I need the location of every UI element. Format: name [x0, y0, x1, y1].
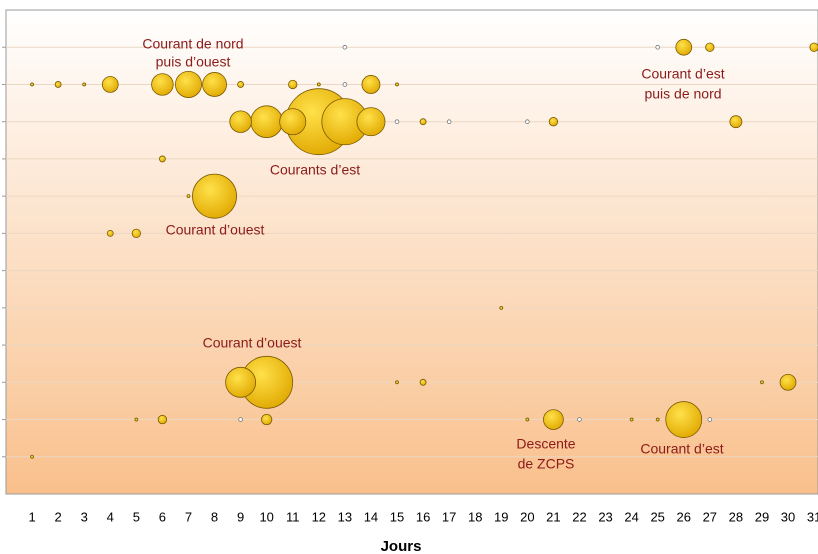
bubble [419, 378, 427, 386]
bubble [705, 42, 715, 52]
bubble [779, 373, 797, 391]
x-tick-label: 17 [442, 509, 456, 524]
bubble [316, 82, 321, 87]
bubble [356, 107, 386, 137]
x-tick-label: 22 [572, 509, 586, 524]
bubble [665, 401, 703, 438]
bubble [577, 417, 582, 422]
x-tick-label: 30 [781, 509, 795, 524]
bubble [729, 115, 743, 129]
annotation: de ZCPS [518, 456, 575, 472]
x-tick-label: 27 [703, 509, 717, 524]
x-tick-label: 6 [159, 509, 166, 524]
x-tick-label: 1 [28, 509, 35, 524]
bubble [675, 38, 693, 56]
bubble [192, 173, 237, 219]
x-tick-label: 7 [185, 509, 192, 524]
x-tick-label: 8 [211, 509, 218, 524]
bubble [543, 409, 564, 430]
bubble [655, 417, 660, 422]
x-tick-label: 12 [312, 509, 326, 524]
annotation: Courants d’est [270, 162, 360, 178]
x-tick-label: 5 [133, 509, 140, 524]
x-tick-label: 29 [755, 509, 769, 524]
bubble [54, 81, 62, 88]
x-tick-label: 28 [729, 509, 743, 524]
x-tick-label: 14 [364, 509, 378, 524]
bubble [101, 76, 119, 93]
bubble [30, 454, 34, 459]
x-tick-label: 24 [624, 509, 638, 524]
bubble [525, 417, 530, 422]
annotation: Courant d’ouest [203, 335, 302, 351]
bubble [499, 305, 504, 310]
x-tick-label: 11 [286, 509, 300, 524]
bubble [261, 413, 273, 426]
x-tick-label: 2 [55, 509, 62, 524]
bubble [342, 82, 348, 87]
bubble [237, 81, 245, 88]
bubble [288, 79, 298, 90]
x-tick-label: 23 [598, 509, 612, 524]
annotation: Descente [516, 436, 575, 452]
bubble [525, 119, 530, 124]
bubble [361, 75, 381, 94]
annotation: Courant d’ouest [166, 222, 265, 238]
x-tick-label: 15 [390, 509, 404, 524]
bubble [760, 380, 764, 385]
annotation: puis de nord [644, 86, 721, 102]
x-tick-label: 16 [416, 509, 430, 524]
annotation: Courant de nord [142, 36, 243, 52]
bubble [106, 229, 114, 237]
annotation: Courant d’est [641, 66, 724, 82]
x-tick-label: 4 [107, 509, 114, 524]
x-tick-label: 31 [807, 509, 818, 524]
bubble [174, 70, 202, 98]
bubble [809, 42, 818, 52]
bubble [394, 119, 400, 124]
bubble [655, 44, 660, 50]
bubble [446, 119, 452, 124]
bubble [159, 155, 166, 163]
bubble [395, 380, 399, 385]
x-tick-label: 26 [677, 509, 691, 524]
bubble [419, 118, 427, 126]
bubble [131, 228, 141, 239]
bubble [707, 417, 713, 422]
x-tick-label: 3 [81, 509, 88, 524]
x-tick-label: 10 [259, 509, 273, 524]
bubble [30, 82, 34, 87]
bubble [238, 417, 243, 422]
bubble [151, 73, 174, 96]
x-tick-label: 21 [546, 509, 560, 524]
bubble [629, 417, 634, 422]
annotation: Courant d’est [640, 441, 723, 457]
x-tick-label: 19 [494, 509, 508, 524]
bubble [82, 82, 87, 87]
annotation: puis d’ouest [156, 54, 231, 70]
bubble [548, 117, 559, 127]
bubble [279, 108, 307, 136]
x-tick-label: 9 [237, 509, 244, 524]
bubble [229, 110, 252, 133]
bubble [186, 194, 191, 199]
bubble [134, 417, 139, 422]
bubble [225, 366, 257, 398]
x-axis-label: Jours [381, 538, 422, 554]
bubble [157, 414, 168, 425]
bubble [202, 72, 227, 97]
bubble [250, 105, 283, 138]
bubble [395, 82, 399, 87]
x-tick-label: 13 [338, 509, 352, 524]
x-tick-label: 25 [650, 509, 664, 524]
x-tick-label: 18 [468, 509, 482, 524]
x-tick-label: 20 [520, 509, 534, 524]
bubble [342, 44, 348, 50]
